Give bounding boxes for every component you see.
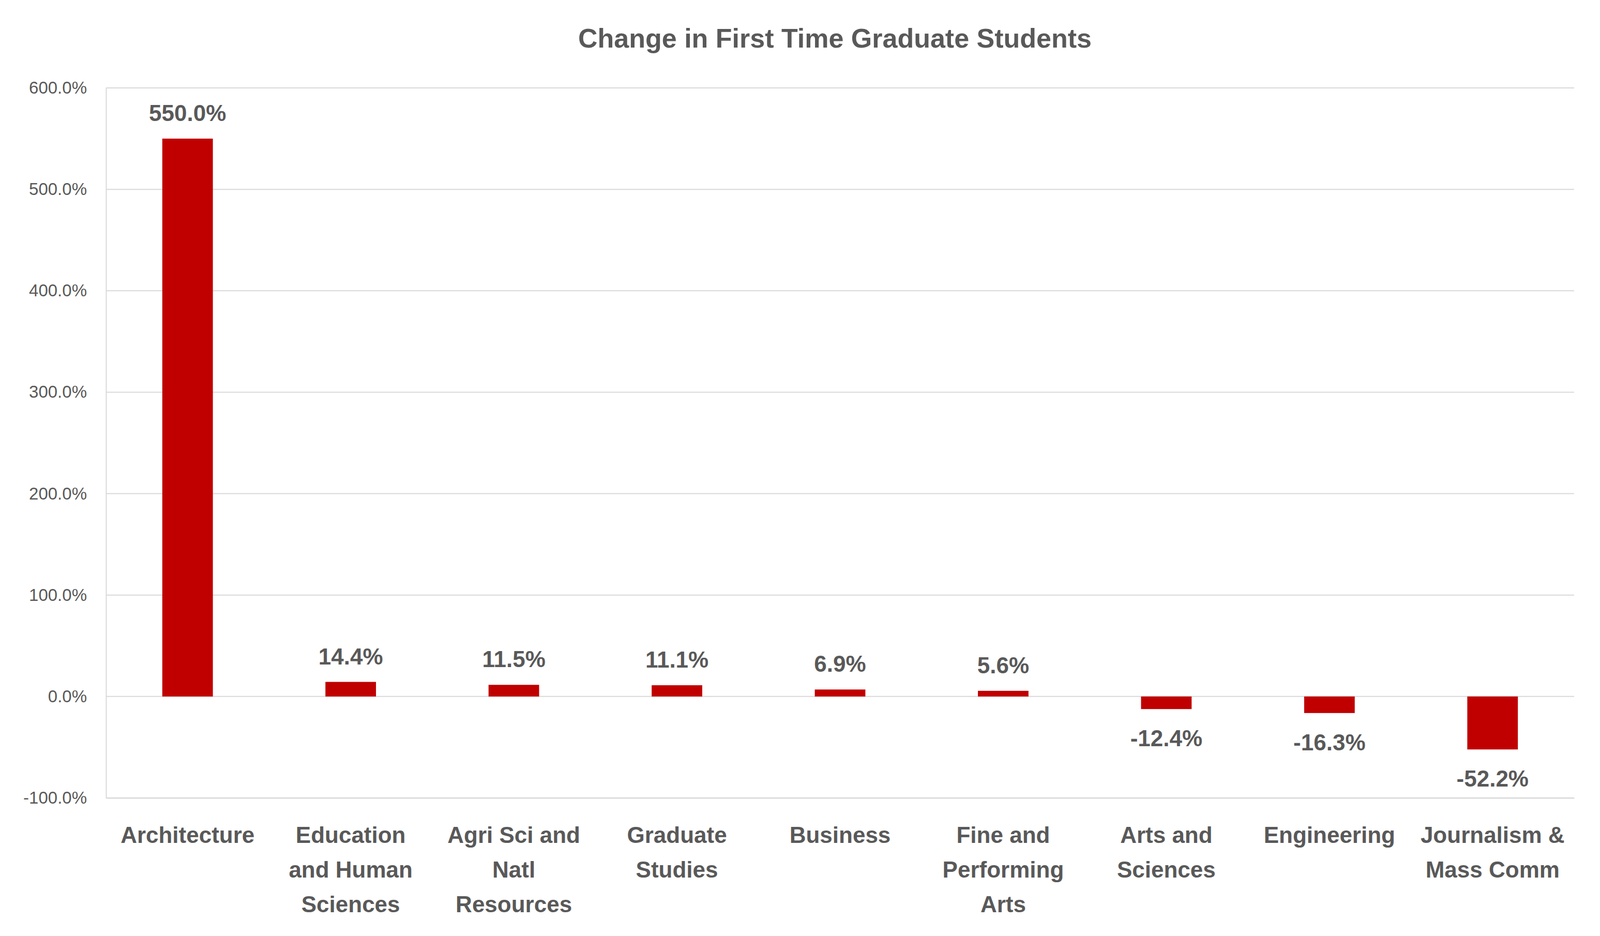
- x-tick: Fine and Performing Arts: [942, 797, 1065, 917]
- x-tick-label: Fine and Performing Arts: [942, 822, 1065, 917]
- x-tick: Agri Sci and Natl Resources: [447, 797, 581, 917]
- y-tick: 400.0%: [28, 280, 107, 300]
- x-tick-label-line: Journalism &: [1420, 822, 1565, 848]
- x-axis: Architecture Education and Human Sciences Ag…: [106, 797, 1575, 917]
- bar: [651, 685, 703, 697]
- data-label: -52.2%: [1456, 765, 1529, 792]
- data-label: 14.4%: [318, 643, 384, 670]
- x-tick-label-line: Architecture: [120, 822, 255, 848]
- x-tick-label: Engineering: [1263, 822, 1396, 848]
- grid: [106, 87, 1575, 798]
- x-tick-label: Graduate Studies: [626, 822, 727, 883]
- x-tick: Architecture: [120, 797, 255, 848]
- y-tick: 100.0%: [28, 585, 107, 605]
- y-tick-label: 500.0%: [28, 179, 87, 199]
- x-tick-label-line: Agri Sci and: [447, 822, 581, 848]
- bar: [977, 690, 1029, 697]
- x-tick-label: Journalism & Mass Comm: [1420, 822, 1565, 883]
- grid-line: [106, 290, 1575, 292]
- x-tick-label-line: Performing: [942, 856, 1065, 883]
- y-tick: 200.0%: [28, 484, 107, 504]
- grid-line: [106, 797, 1575, 799]
- data-label: 5.6%: [977, 652, 1030, 678]
- x-tick-label-line: Arts: [980, 891, 1026, 917]
- y-tick-label: 600.0%: [28, 78, 87, 98]
- grid-line: [106, 594, 1575, 596]
- y-tick-label: 100.0%: [28, 585, 87, 605]
- grid-line: [106, 493, 1575, 495]
- x-tick-label-line: Engineering: [1263, 822, 1396, 848]
- y-tick: 600.0%: [28, 78, 107, 98]
- x-tick-label-line: Natl: [492, 856, 536, 883]
- bar: [488, 684, 540, 697]
- y-axis-line: [106, 88, 108, 799]
- x-tick: Business: [789, 797, 892, 848]
- data-labels: 550.0% 14.4% 11.5% 11.1% 6.9% 5.6% -12.4% -16.3…: [148, 100, 1529, 792]
- data-label: 550.0%: [148, 100, 226, 126]
- x-tick-label-line: Graduate: [626, 822, 727, 848]
- x-tick-label-line: Fine and: [956, 822, 1050, 848]
- y-axis: -100.0% 0.0% 100.0% 200.0% 300.0% 400.0% 500.0…: [23, 78, 107, 808]
- x-tick-label-line: Arts and: [1120, 822, 1213, 848]
- data-label: 6.9%: [813, 651, 866, 677]
- x-tick-label-line: and Human: [288, 856, 413, 883]
- data-label: 11.5%: [481, 646, 546, 672]
- data-label: -12.4%: [1130, 725, 1203, 751]
- x-tick-label-line: Education: [295, 822, 406, 848]
- x-tick: Education and Human Sciences: [288, 797, 413, 917]
- x-tick-label-line: Studies: [636, 856, 719, 883]
- x-tick-label: Architecture: [120, 822, 255, 848]
- bars: [162, 138, 1518, 750]
- y-tick-label: 200.0%: [28, 484, 87, 504]
- x-tick-label: Arts and Sciences: [1117, 822, 1216, 883]
- x-tick-label-line: Sciences: [301, 891, 401, 917]
- y-tick: 500.0%: [28, 179, 107, 199]
- grid-line: [106, 188, 1575, 190]
- data-label: -16.3%: [1293, 729, 1366, 756]
- bar: [162, 138, 214, 697]
- x-tick-label-line: Sciences: [1117, 856, 1216, 883]
- y-tick-label: -100.0%: [23, 788, 87, 808]
- data-label: 11.1%: [645, 646, 709, 673]
- bar: [1467, 696, 1518, 750]
- x-tick: Arts and Sciences: [1117, 797, 1216, 883]
- y-tick: 0.0%: [48, 686, 107, 706]
- x-tick: Journalism & Mass Comm: [1420, 797, 1565, 883]
- x-tick-label-line: Business: [789, 822, 892, 848]
- x-axis-line: [106, 797, 1575, 799]
- y-tick-label: 0.0%: [48, 686, 87, 706]
- grid-line: [106, 391, 1575, 393]
- y-tick: -100.0%: [23, 788, 107, 808]
- x-tick-label: Education and Human Sciences: [288, 822, 413, 917]
- y-tick-label: 400.0%: [28, 280, 87, 300]
- y-tick: 300.0%: [28, 382, 107, 402]
- bar: [325, 682, 376, 697]
- bar: [1304, 696, 1355, 714]
- x-tick-label-line: Resources: [455, 891, 572, 917]
- x-tick: Graduate Studies: [626, 797, 727, 883]
- x-tick-label: Agri Sci and Natl Resources: [447, 822, 581, 917]
- chart: Change in First Time Graduate Students -1…: [0, 0, 1600, 936]
- grid-line: [106, 87, 1575, 89]
- x-tick: Engineering: [1263, 797, 1396, 848]
- title: Change in First Time Graduate Students: [578, 23, 1092, 54]
- bar: [1140, 696, 1192, 709]
- x-tick-label: Business: [789, 822, 892, 848]
- x-tick-label-line: Mass Comm: [1425, 856, 1560, 883]
- y-tick-label: 300.0%: [28, 382, 87, 402]
- bar: [814, 689, 866, 697]
